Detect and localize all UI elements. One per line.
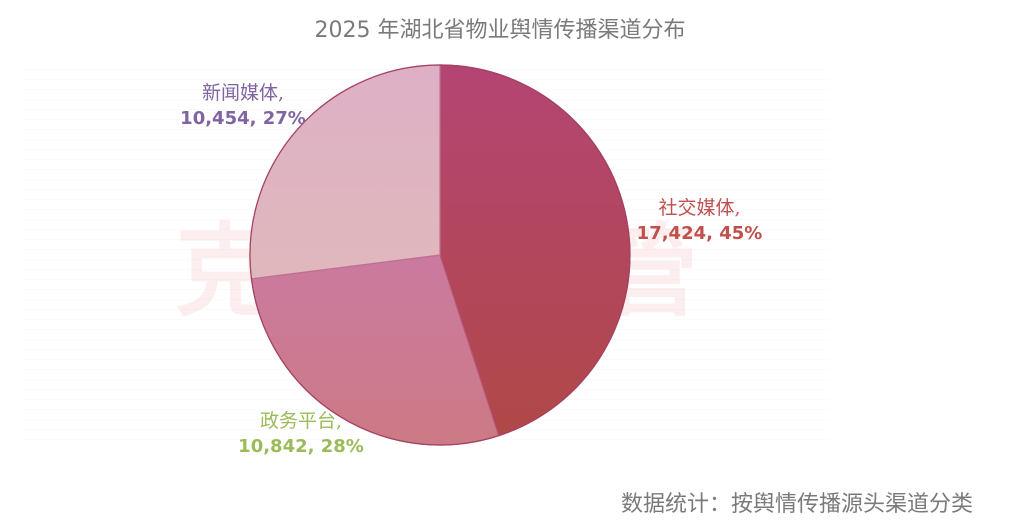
label-name: 社交媒体, bbox=[658, 197, 741, 219]
label-value: 17,424, 45% bbox=[636, 223, 763, 244]
source-note: 数据统计：按舆情传播源头渠道分类 bbox=[620, 492, 973, 517]
label-value: 10,842, 28% bbox=[238, 436, 364, 457]
label-name: 新闻媒体, bbox=[201, 82, 285, 104]
data-label-social-media: 社交媒体, 17,424, 45% bbox=[632, 195, 767, 247]
chart-title: 2025 年湖北省物业舆情传播渠道分布 bbox=[314, 18, 686, 43]
label-value: 10,454, 27% bbox=[180, 108, 306, 129]
label-name: 政务平台, bbox=[259, 410, 343, 432]
pie-outline bbox=[249, 64, 631, 446]
data-label-news-media: 新闻媒体, 10,454, 27% bbox=[178, 80, 308, 132]
data-label-government-platform: 政务平台, 10,842, 28% bbox=[236, 408, 366, 460]
